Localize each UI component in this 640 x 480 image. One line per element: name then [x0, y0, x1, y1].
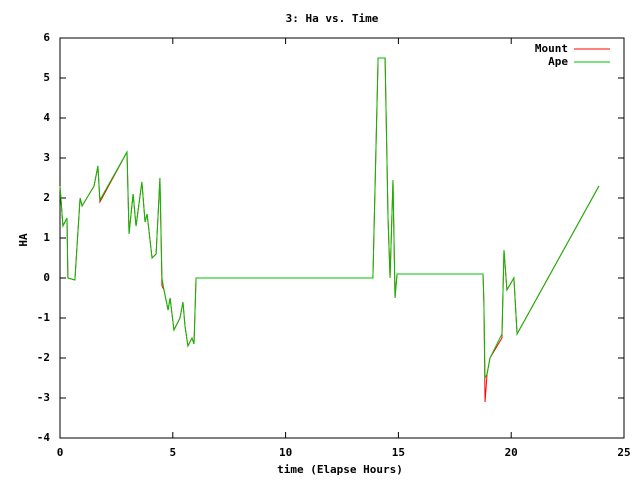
x-tick-label: 25: [617, 446, 630, 459]
y-tick-label: 2: [43, 191, 50, 204]
x-tick-label: 15: [392, 446, 405, 459]
x-axis-label: time (Elapse Hours): [277, 463, 403, 476]
y-tick-label: 4: [43, 111, 50, 124]
series-line: [59, 57, 600, 379]
plot-border: [59, 37, 625, 439]
x-tick-label: 0: [57, 446, 64, 459]
y-tick-label: -1: [37, 311, 51, 324]
x-tick-label: 20: [505, 446, 518, 459]
chart-title: 3: Ha vs. Time: [286, 12, 379, 25]
y-axis-label: HA: [17, 233, 30, 247]
y-tick-label: -3: [37, 391, 50, 404]
y-tick-label: 6: [43, 31, 50, 44]
series-line: [59, 57, 600, 403]
y-tick-label: 0: [43, 271, 50, 284]
y-tick-label: 5: [43, 71, 50, 84]
x-tick-label: 10: [279, 446, 292, 459]
y-tick-label: 3: [43, 151, 50, 164]
y-tick-label: -2: [37, 351, 50, 364]
y-tick-label: 1: [43, 231, 50, 244]
x-tick-label: 5: [169, 446, 176, 459]
y-tick-label: -4: [37, 431, 51, 444]
legend-label: Mount: [535, 42, 568, 55]
legend-label: Ape: [548, 55, 568, 68]
